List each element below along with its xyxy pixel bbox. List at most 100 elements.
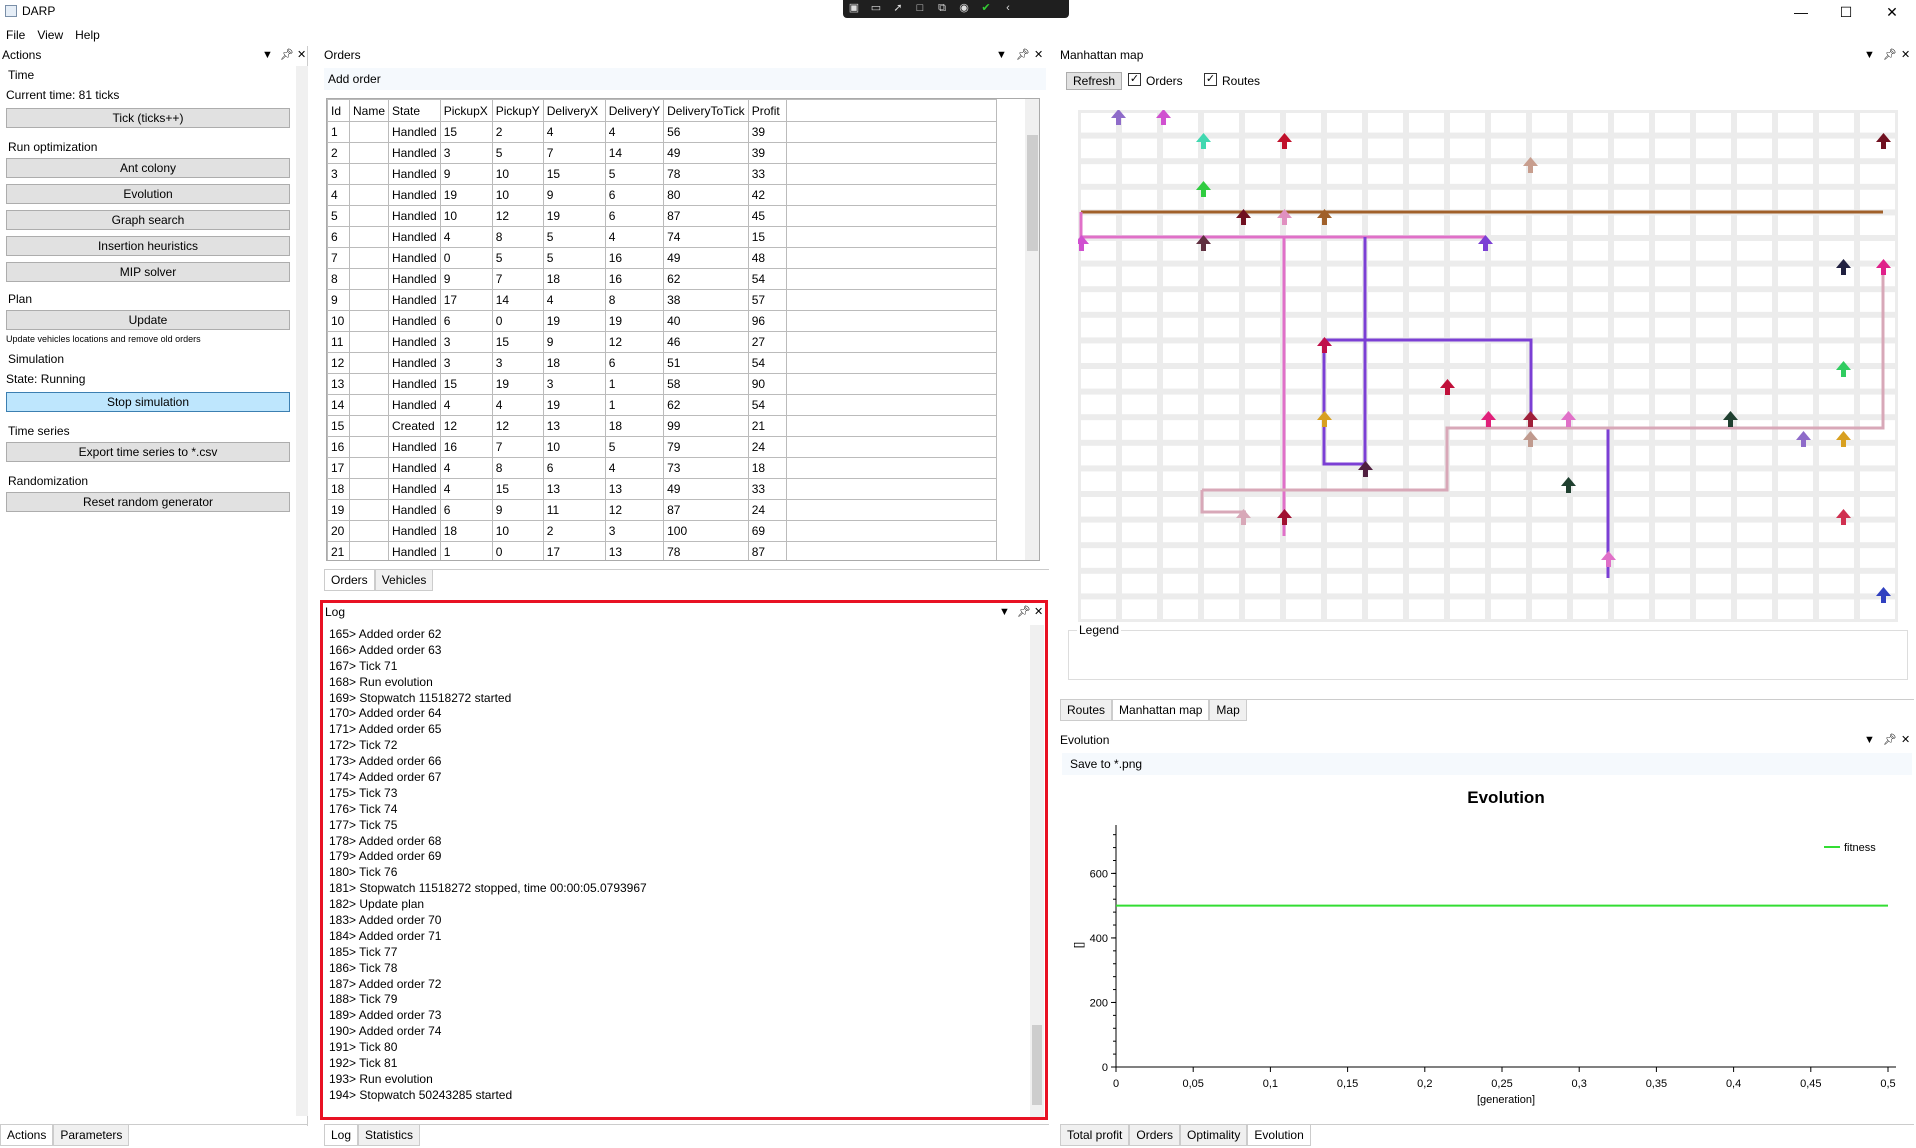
- table-cell[interactable]: 58: [663, 373, 749, 395]
- order-marker[interactable]: [1523, 411, 1538, 427]
- order-marker[interactable]: [1876, 587, 1891, 603]
- table-cell[interactable]: 27: [747, 331, 787, 353]
- orders-scrollbar[interactable]: [1025, 99, 1039, 560]
- table-cell[interactable]: 100: [663, 520, 749, 542]
- table-cell[interactable]: 13: [604, 541, 665, 560]
- stop-simulation-button[interactable]: Stop simulation: [6, 392, 290, 412]
- table-row[interactable]: 2 Handled 3 5 7 14 49 39: [327, 142, 997, 164]
- export-csv-button[interactable]: Export time series to *.csv: [6, 442, 290, 462]
- table-cell[interactable]: Handled: [388, 520, 441, 542]
- order-marker[interactable]: [1156, 110, 1171, 125]
- table-cell[interactable]: [348, 394, 390, 416]
- table-cell[interactable]: Handled: [388, 268, 441, 290]
- table-cell[interactable]: 4: [439, 394, 493, 416]
- column-header[interactable]: Profit: [747, 99, 787, 122]
- table-cell[interactable]: 1: [439, 541, 493, 560]
- table-row[interactable]: 13 Handled 15 19 3 1 58 90: [327, 373, 997, 395]
- collapse-icon[interactable]: ‹: [1006, 2, 1010, 14]
- table-row[interactable]: 18 Handled 4 15 13 13 49 33: [327, 478, 997, 500]
- table-cell[interactable]: [348, 436, 390, 458]
- column-header[interactable]: DeliveryX: [542, 99, 606, 122]
- camera-icon[interactable]: ▭: [870, 2, 882, 14]
- table-cell[interactable]: 8: [327, 268, 350, 290]
- table-cell[interactable]: 24: [747, 436, 787, 458]
- order-marker[interactable]: [1196, 181, 1211, 197]
- table-cell[interactable]: 73: [663, 457, 749, 479]
- table-row[interactable]: 6 Handled 4 8 5 4 74 15: [327, 226, 997, 248]
- table-cell[interactable]: 45: [747, 205, 787, 227]
- table-cell[interactable]: 5: [491, 142, 544, 164]
- close-button[interactable]: ✕: [1886, 4, 1898, 20]
- order-marker[interactable]: [1196, 235, 1211, 251]
- table-cell[interactable]: 4: [439, 226, 493, 248]
- menu-file[interactable]: File: [6, 28, 26, 42]
- tab-vehicles[interactable]: Vehicles: [374, 570, 434, 591]
- column-header[interactable]: DeliveryY: [604, 99, 665, 122]
- evolution-button[interactable]: Evolution: [6, 184, 290, 204]
- table-cell[interactable]: 20: [327, 520, 350, 542]
- table-cell[interactable]: 51: [663, 352, 749, 374]
- orders-checkbox[interactable]: ✓: [1128, 73, 1141, 86]
- dropdown-icon[interactable]: ▼: [999, 606, 1010, 618]
- table-cell[interactable]: 39: [747, 142, 787, 164]
- order-marker[interactable]: [1277, 509, 1292, 525]
- table-cell[interactable]: 69: [747, 520, 787, 542]
- table-cell[interactable]: 14: [604, 142, 665, 164]
- table-cell[interactable]: 78: [663, 541, 749, 560]
- table-cell[interactable]: 49: [663, 478, 749, 500]
- table-cell[interactable]: [348, 415, 390, 437]
- order-marker[interactable]: [1277, 209, 1292, 225]
- table-cell[interactable]: 19: [542, 310, 606, 332]
- tab-routes[interactable]: Routes: [1060, 700, 1113, 721]
- manhattan-map[interactable]: [1078, 110, 1898, 622]
- minimize-button[interactable]: —: [1794, 4, 1808, 20]
- table-cell[interactable]: 21: [327, 541, 350, 560]
- table-cell[interactable]: 4: [327, 184, 350, 206]
- pointer-icon[interactable]: ➚: [893, 2, 903, 14]
- table-cell[interactable]: 15: [491, 331, 544, 353]
- table-cell[interactable]: [348, 226, 390, 248]
- table-cell[interactable]: [348, 142, 390, 164]
- table-cell[interactable]: 79: [663, 436, 749, 458]
- order-marker[interactable]: [1277, 133, 1292, 149]
- order-marker[interactable]: [1440, 379, 1455, 395]
- menu-view[interactable]: View: [37, 28, 64, 42]
- table-cell[interactable]: 9: [439, 163, 493, 185]
- table-cell[interactable]: [348, 121, 390, 143]
- order-marker[interactable]: [1358, 461, 1373, 477]
- table-cell[interactable]: 10: [491, 163, 544, 185]
- table-cell[interactable]: 8: [491, 457, 544, 479]
- table-cell[interactable]: [348, 163, 390, 185]
- tab-statistics[interactable]: Statistics: [358, 1125, 421, 1146]
- menu-help[interactable]: Help: [75, 28, 100, 42]
- close-icon[interactable]: ✕: [1901, 49, 1911, 61]
- add-order-button[interactable]: Add order: [328, 72, 381, 86]
- table-cell[interactable]: 16: [604, 247, 665, 269]
- mip-solver-button[interactable]: MIP solver: [6, 262, 290, 282]
- table-cell[interactable]: 6: [439, 499, 493, 521]
- table-cell[interactable]: 17: [542, 541, 606, 560]
- update-button[interactable]: Update: [6, 310, 290, 330]
- table-cell[interactable]: Handled: [388, 394, 441, 416]
- table-cell[interactable]: 0: [491, 310, 544, 332]
- pin-icon[interactable]: 📌︎: [280, 49, 294, 61]
- table-cell[interactable]: [348, 247, 390, 269]
- table-cell[interactable]: 11: [327, 331, 350, 353]
- tab-evolution[interactable]: Evolution: [1247, 1125, 1311, 1146]
- table-cell[interactable]: 49: [663, 247, 749, 269]
- column-header[interactable]: PickupX: [439, 99, 493, 122]
- order-marker[interactable]: [1236, 209, 1251, 225]
- table-cell[interactable]: 19: [327, 499, 350, 521]
- table-cell[interactable]: 10: [491, 184, 544, 206]
- table-cell[interactable]: 9: [439, 268, 493, 290]
- region-icon[interactable]: □: [916, 2, 924, 14]
- table-row[interactable]: 9 Handled 17 14 4 8 38 57: [327, 289, 997, 311]
- table-row[interactable]: 1 Handled 15 2 4 4 56 39: [327, 121, 997, 143]
- order-marker[interactable]: [1601, 551, 1616, 567]
- pin-icon[interactable]: 📌︎: [1016, 49, 1030, 61]
- ant-colony-button[interactable]: Ant colony: [6, 158, 290, 178]
- table-cell[interactable]: 15: [439, 373, 493, 395]
- table-cell[interactable]: 5: [604, 436, 665, 458]
- table-cell[interactable]: 24: [747, 499, 787, 521]
- order-marker[interactable]: [1836, 509, 1851, 525]
